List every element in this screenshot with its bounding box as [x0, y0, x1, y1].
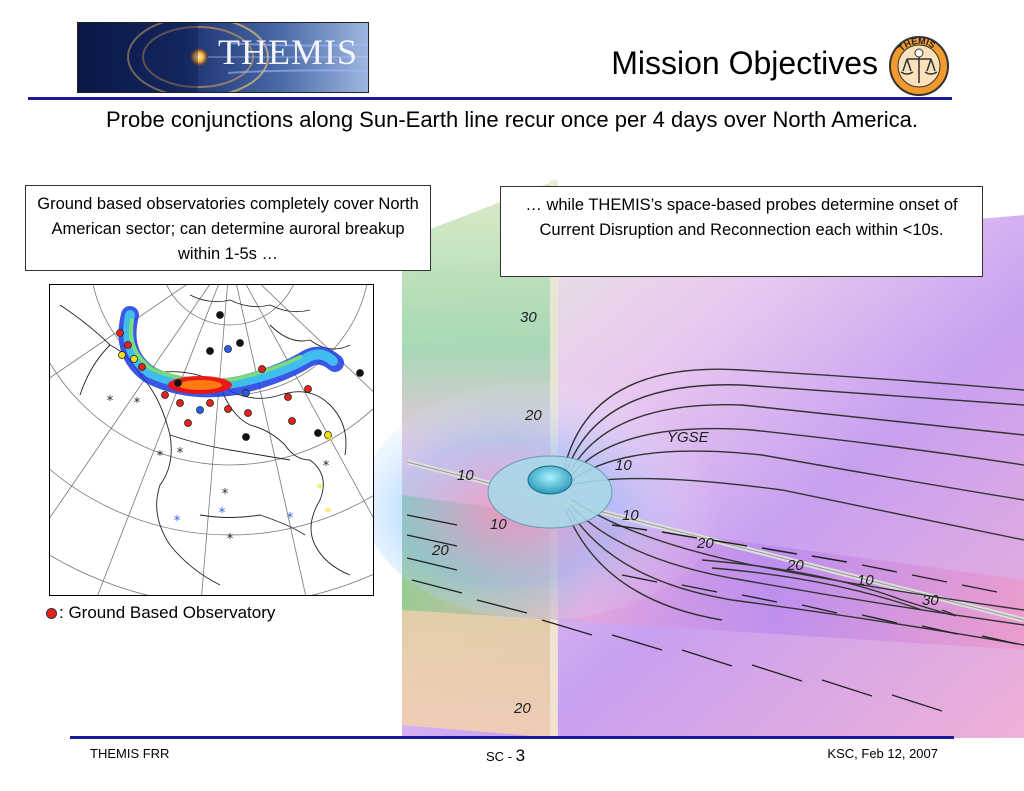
footer-slide-number: SC - 3	[486, 746, 525, 766]
axis-label-12: 20	[513, 700, 531, 717]
axis-label-9: 20	[786, 557, 804, 574]
svg-text:*: *	[323, 459, 330, 474]
themis-logo: THEMIS	[77, 22, 369, 93]
page-title: Mission Objectives	[611, 45, 878, 81]
axis-label-3: 10	[457, 467, 474, 484]
axis-label-10: 10	[857, 572, 874, 589]
svg-text:*: *	[174, 514, 181, 529]
svg-text:*: *	[317, 482, 324, 497]
axis-label-5: 10	[622, 507, 639, 524]
axis-label-6: 20	[431, 542, 449, 559]
axis-label-7: 10	[615, 457, 632, 474]
themis-seal-icon: THEMIS	[889, 36, 949, 96]
space-probes-callout: … while THEMIS’s space-based probes dete…	[500, 186, 983, 277]
magnetosphere-visualization: 30 20 10 10 10 20 10 20 20 10 30 20 YGSE	[282, 180, 1024, 738]
axis-label-11: 30	[922, 592, 939, 609]
svg-text:*: *	[325, 506, 332, 521]
svg-text:*: *	[157, 449, 164, 464]
footer-rule	[70, 736, 954, 739]
svg-text:*: *	[219, 506, 226, 521]
observatory-dot-icon	[46, 607, 57, 619]
subtitle: Probe conjunctions along Sun-Earth line …	[106, 107, 918, 132]
footer-slide-prefix: SC -	[486, 749, 516, 764]
themis-seal: THEMIS	[887, 35, 951, 97]
axis-label-4: 10	[490, 516, 507, 533]
ground-observatory-callout: Ground based observatories completely co…	[25, 185, 431, 271]
svg-text:*: *	[107, 394, 114, 409]
legend-text: : Ground Based Observatory	[59, 603, 276, 622]
footer-right: KSC, Feb 12, 2007	[827, 746, 938, 761]
svg-text:*: *	[222, 487, 229, 502]
ygse-label: YGSE	[667, 429, 710, 446]
header-rule	[28, 97, 952, 100]
svg-text:*: *	[327, 434, 334, 449]
footer-left: THEMIS FRR	[90, 746, 170, 761]
magnetosphere-logo-icon	[78, 23, 368, 92]
axis-label-1: 30	[520, 309, 537, 326]
map-legend: : Ground Based Observatory	[46, 603, 275, 623]
magnetosphere-field-lines-icon: 30 20 10 10 10 20 10 20 20 10 30 20 YGSE	[362, 180, 1024, 738]
aurora-map-icon: * * * * * * * * * * * * *	[50, 285, 373, 595]
axis-label-2: 20	[524, 407, 542, 424]
axis-label-8: 20	[696, 535, 714, 552]
north-america-aurora-map: * * * * * * * * * * * * *	[49, 284, 374, 596]
svg-text:*: *	[177, 446, 184, 461]
svg-text:*: *	[134, 396, 141, 411]
slide-number: 3	[515, 746, 526, 765]
logo-text: THEMIS	[218, 32, 358, 72]
svg-text:*: *	[227, 532, 234, 547]
svg-text:*: *	[287, 511, 294, 526]
